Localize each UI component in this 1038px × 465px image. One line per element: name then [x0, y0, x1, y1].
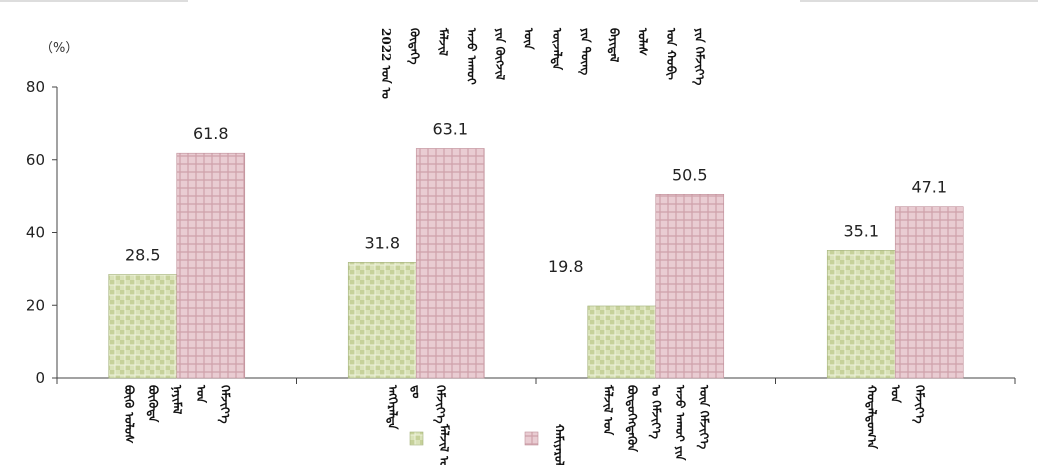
data-label-s1-c1: 63.1 — [432, 119, 468, 138]
y-tick-label: 40 — [26, 224, 45, 242]
title-column: ᠶᠢᠨ ᠬᠡᠮᠵᠢᠶ᠎ᠡ — [692, 28, 707, 85]
x-category-label: ᠤ ᠬᠡᠮᠵᠢᠶ᠎ᠡ — [648, 384, 663, 439]
data-label-s1-c2: 50.5 — [672, 165, 708, 184]
x-category-label: ᠪᠦᠲᠦᠭᠡᠭᠳᠡᠬᠦᠨ — [625, 385, 639, 453]
x-category-label: ᠠᠵᠤ ᠠᠬᠤᠢ ᠶᠢᠨ — [673, 384, 687, 461]
y-tick-label: 80 — [26, 78, 45, 96]
y-tick-label: 60 — [26, 151, 45, 169]
x-category-label: ᠦᠨ ᠬᠡᠮᠵᠢᠶ᠎ᠡ — [696, 384, 711, 449]
title-column: ᠬᠥᠳᠡᠭᠡ — [407, 28, 422, 65]
y-tick-label: 20 — [26, 296, 45, 314]
bar-s1-c2 — [655, 194, 725, 379]
bar-s1-c1 — [415, 148, 485, 379]
legend-swatch-1 — [524, 431, 539, 446]
title-column: ᠠᠵᠤ ᠠᠬᠤᠢ — [465, 27, 479, 85]
y-tick-label: 0 — [35, 369, 45, 387]
title-column: ᠦᠵᠡᠯᠲᠡ — [550, 27, 564, 71]
x-category-label: ᠪᠦᠭᠦᠳᠡ — [146, 385, 160, 423]
x-category-label: ᠬᠤᠳᠠᠯᠳᠤᠭ᠎ᠠ — [864, 385, 878, 450]
title-column: 2022 ᠣᠨ ᠤ — [379, 28, 393, 99]
x-category-label: ᠪᠦᠬᠦ ᠤᠯᠤᠰ — [122, 385, 136, 444]
bar-s0-c3 — [826, 250, 896, 379]
x-category-label: ᠤᠨ — [888, 384, 902, 404]
title-column: ᠦᠨ — [522, 27, 536, 50]
data-label-s1-c0: 61.8 — [193, 124, 229, 143]
x-category-label: ᠨᠠᠶᠢᠮᠠᠯ — [170, 384, 184, 415]
x-category-label: ᠮᠠᠯᠵᠢᠯ ᠤᠨ — [601, 384, 615, 436]
x-category-label: ᠬᠡᠮᠵᠢᠶ᠎ᠡ — [217, 385, 232, 424]
y-unit-label: （%） — [40, 41, 78, 56]
title-column: ᠶᠢᠨ ᠳᠦᠩ — [578, 28, 593, 75]
bar-s1-c0 — [176, 152, 246, 379]
x-category-label: ᠬᠡᠮᠵᠢᠶ᠎ᠡ — [911, 385, 926, 424]
bar-s0-c1 — [347, 262, 417, 379]
chart-title: 2022 ᠣᠨ ᠤ ᠬᠥᠳᠡᠭᠡ ᠮᠠᠯᠵᠢᠯ ᠠᠵᠤ ᠠᠬᠤᠢ ᠶᠢᠨ ᠬᠥᠭᠵᠢᠯ ᠦ… — [379, 27, 707, 99]
legend-label-1: ᠬᠠᠮᠢᠶᠠᠷᠤᠯᠲᠠ — [552, 424, 566, 465]
x-category-label: ᠡᠩᠬᠡᠷᠡᠯᠲᠡ — [385, 384, 399, 430]
bar-s0-c2 — [587, 305, 657, 379]
title-column: ᠶᠢᠨ ᠬᠥᠭᠵᠢᠯ — [493, 28, 507, 80]
bar-s1-c3 — [894, 206, 964, 379]
title-column: ᠮᠠᠯᠵᠢᠯ — [436, 27, 450, 56]
data-label-s0-c2: 19.8 — [548, 257, 584, 276]
legend-label-0: ᠮᠠᠯᠵᠢᠯ ᠤᠨ — [437, 423, 451, 465]
x-category-label: ᠤᠨ — [194, 384, 208, 404]
data-label-s0-c0: 28.5 — [125, 245, 161, 264]
title-column: ᠤᠯᠠᠰ — [636, 27, 650, 57]
bar-s0-c0 — [108, 274, 178, 379]
data-labels: 28.5 61.8 31.8 63.1 19.8 50.5 35.1 47.1 — [125, 119, 947, 276]
x-category-labels: ᠪᠦᠬᠦ ᠤᠯᠤᠰ ᠪᠦᠭᠦᠳᠡ ᠨᠠᠶᠢᠮᠠᠯ ᠤᠨ ᠬᠡᠮᠵᠢᠶ᠎ᠡ ᠡᠩᠬᠡᠷᠡᠯᠲ… — [122, 384, 927, 461]
legend: ᠮᠠᠯᠵᠢᠯ ᠤᠨ ᠬᠠᠮᠢᠶᠠᠷᠤᠯᠲᠠ — [409, 423, 566, 465]
data-label-s0-c1: 31.8 — [364, 233, 400, 252]
bars — [108, 148, 964, 379]
title-column: ᠤᠨ ᠬᠤᠪᠢ — [664, 27, 678, 80]
data-label-s0-c3: 35.1 — [843, 221, 879, 240]
title-column: ᠪᠠᠶᠢᠳᠠᠯ — [607, 28, 621, 63]
data-label-s1-c3: 47.1 — [911, 178, 947, 197]
legend-swatch-0 — [409, 431, 424, 446]
x-category-label: ᠳᠤ — [409, 385, 423, 398]
x-category-label: ᠬᠡᠮᠵᠢᠶ᠎ᠡ — [432, 385, 447, 424]
